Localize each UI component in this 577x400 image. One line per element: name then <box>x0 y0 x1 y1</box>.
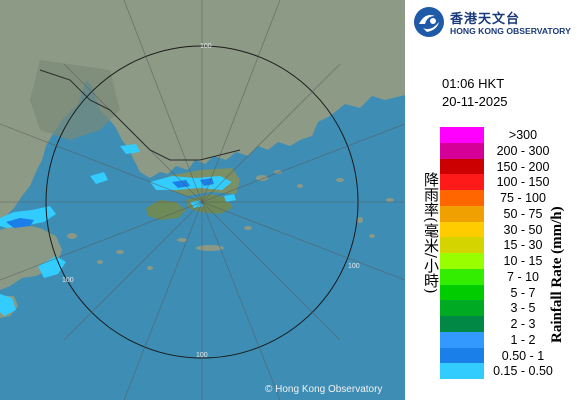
range-label-east: 100 <box>348 263 360 270</box>
legend-swatch <box>440 158 484 175</box>
boundary-line <box>39 69 241 161</box>
legend-label: 30 - 50 <box>503 222 543 237</box>
legend-panel: 香港天文台 HONG KONG OBSERVATORY 01:06 HKT 20… <box>405 0 577 400</box>
hko-logo-icon <box>414 7 444 37</box>
logo-english-name: HONG KONG OBSERVATORY <box>450 26 571 36</box>
legend-row: 2 - 3 <box>440 316 570 332</box>
legend-row: 0.50 - 1 <box>440 347 570 364</box>
legend-swatch <box>440 190 484 206</box>
legend-label: 10 - 15 <box>503 254 543 268</box>
legend-row: 100 - 150 <box>440 174 570 191</box>
legend-label: 100 - 150 <box>496 175 550 190</box>
legend-row: 10 - 15 <box>440 253 570 269</box>
legend-row: 1 - 2 <box>440 331 570 348</box>
legend-row: 30 - 50 <box>440 221 570 238</box>
legend-label: 3 - 5 <box>510 301 536 316</box>
legend-swatch <box>440 284 484 301</box>
legend-swatch <box>440 237 484 254</box>
legend-swatch <box>440 127 484 143</box>
legend-row: 50 - 75 <box>440 205 570 222</box>
radar-date: 20-11-2025 <box>442 94 508 109</box>
legend-swatch <box>440 221 484 238</box>
legend-label: 15 - 30 <box>503 238 543 253</box>
legend-row: >300 <box>440 127 570 143</box>
legend-title-chinese: 降雨率(毫米/小時) <box>422 172 440 294</box>
small-islands <box>67 170 394 270</box>
legend-label: 2 - 3 <box>510 317 536 331</box>
legend-swatch <box>440 316 484 332</box>
legend-row: 15 - 30 <box>440 237 570 254</box>
rain-echoes <box>0 144 236 316</box>
legend-row: 150 - 200 <box>440 158 570 175</box>
legend-label: 1 - 2 <box>510 332 536 347</box>
legend-label: >300 <box>508 128 538 142</box>
observatory-logo: 香港天文台 HONG KONG OBSERVATORY <box>413 6 573 40</box>
legend-label: 0.50 - 1 <box>501 348 545 363</box>
legend-swatch <box>440 347 484 364</box>
legend-label: 75 - 100 <box>500 191 546 205</box>
range-label-north: 100 <box>200 43 212 50</box>
legend-label: 50 - 75 <box>503 206 543 221</box>
radial-lines <box>0 0 405 400</box>
radar-map-graphic: 100 100 100 100 <box>0 0 405 400</box>
legend-label: 150 - 200 <box>496 159 550 174</box>
range-label-west: 100 <box>62 277 74 284</box>
legend-swatch <box>440 331 484 348</box>
radar-time: 01:06 HKT <box>442 76 505 91</box>
legend-row: 7 - 10 <box>440 268 570 285</box>
lantau-island <box>146 200 186 220</box>
western-land <box>0 224 62 290</box>
legend-label: 200 - 300 <box>496 143 550 158</box>
legend-row: 3 - 5 <box>440 300 570 317</box>
radar-map[interactable]: 100 100 100 100 © Hong Kong Observatory <box>0 0 405 400</box>
logo-chinese-name: 香港天文台 <box>450 12 521 27</box>
legend-swatch <box>440 142 484 159</box>
legend-swatch <box>440 300 484 317</box>
legend-swatch <box>440 363 484 380</box>
legend-label: 5 - 7 <box>510 285 536 300</box>
legend-swatch <box>440 253 484 269</box>
legend-label: 7 - 10 <box>507 269 539 284</box>
range-label-south: 100 <box>196 352 208 359</box>
legend-row: 5 - 7 <box>440 284 570 301</box>
legend-row: 0.15 - 0.50 <box>440 363 570 380</box>
river-delta <box>30 60 120 140</box>
legend-row: 75 - 100 <box>440 190 570 206</box>
legend-label: 0.15 - 0.50 <box>493 364 553 379</box>
legend-row: 200 - 300 <box>440 142 570 159</box>
legend-swatch <box>440 205 484 222</box>
mainland-land <box>0 0 405 218</box>
legend-swatch <box>440 268 484 285</box>
copyright-notice: © Hong Kong Observatory <box>265 384 383 395</box>
legend-swatch <box>440 174 484 191</box>
